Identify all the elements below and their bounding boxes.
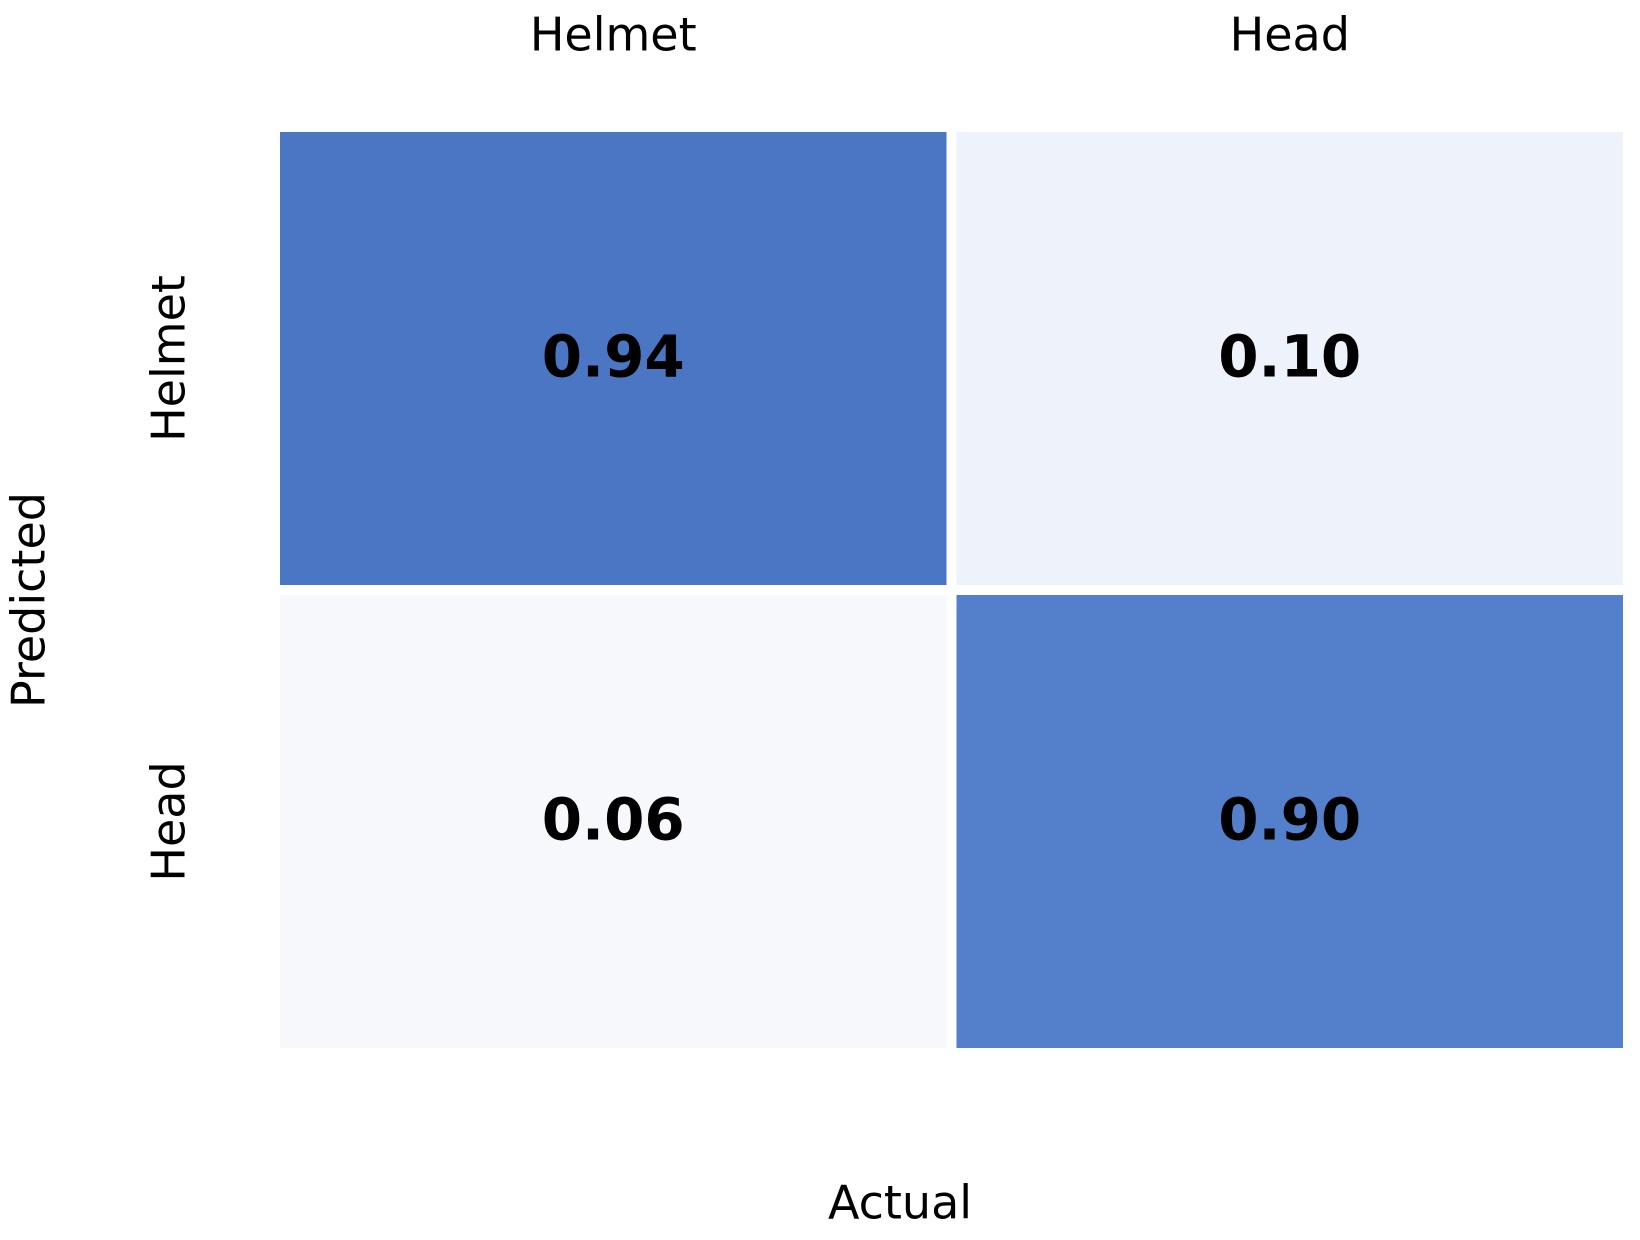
- x-tick-label: Helmet: [530, 8, 697, 62]
- x-axis-label: Actual: [828, 1176, 972, 1230]
- heatmap-cell: [280, 595, 947, 1048]
- x-tick-label: Head: [1230, 8, 1350, 62]
- y-tick-label: Head: [142, 761, 196, 881]
- y-axis-label: Predicted: [2, 492, 56, 708]
- value-label: 0.90: [1218, 786, 1361, 854]
- heatmap-cell: [956, 595, 1623, 1048]
- value-label: 0.06: [542, 786, 685, 854]
- value-label: 0.10: [1218, 323, 1361, 391]
- value-label: 0.94: [542, 323, 685, 391]
- heatmap-cell: [280, 132, 947, 585]
- y-tick-label: Helmet: [142, 275, 196, 442]
- heatmap-cell: [956, 132, 1623, 585]
